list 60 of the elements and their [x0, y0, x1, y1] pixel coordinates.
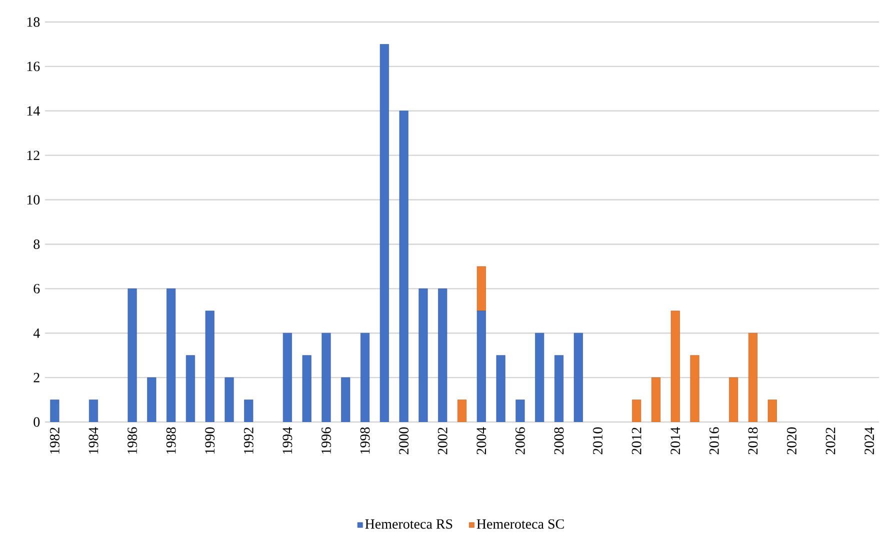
x-tick-label: 1988: [166, 427, 176, 454]
bar: [322, 332, 331, 422]
x-tick-label: 2024: [864, 427, 874, 454]
bar: [729, 377, 738, 422]
x-tick-label: 2014: [670, 427, 680, 454]
y-tick-label: 2: [34, 372, 40, 382]
x-tick-label: 2000: [399, 427, 409, 454]
bar: [147, 377, 156, 422]
y-tick-label: 8: [34, 239, 40, 249]
bar: [554, 355, 564, 422]
bar: [128, 288, 137, 422]
x-tick-label: 2016: [709, 427, 719, 454]
x-tick-label: 2008: [554, 427, 564, 454]
bar: [380, 44, 389, 422]
bar: [438, 288, 448, 422]
bar: [302, 355, 312, 422]
x-tick-label: 1994: [282, 427, 292, 454]
y-tick-label: 14: [27, 106, 40, 116]
bar: [574, 332, 583, 422]
bar: [282, 332, 292, 422]
x-tick-label: 1992: [244, 428, 254, 454]
bar: [360, 332, 370, 422]
bar: [399, 110, 408, 422]
bar: [670, 310, 680, 422]
y-tick-label: 0: [34, 417, 40, 427]
bar: [476, 310, 486, 422]
x-tick-label: 2006: [515, 427, 525, 454]
y-tick-label: 10: [27, 195, 40, 205]
bar: [341, 377, 350, 422]
x-tick-label: 1998: [360, 427, 370, 454]
y-tick-label: 12: [27, 150, 40, 160]
x-tick-label: 2004: [476, 427, 486, 454]
bar: [651, 377, 660, 422]
legend-label: Hemeroteca RS: [365, 519, 452, 529]
y-tick-label: 18: [27, 17, 40, 27]
x-tick-label: 2010: [593, 427, 603, 454]
bar: [224, 377, 234, 422]
x-tick-label: 2018: [748, 427, 758, 454]
x-tick-label: 1986: [128, 427, 138, 454]
bar: [535, 332, 544, 422]
bar: [418, 288, 428, 422]
bar: [748, 332, 758, 422]
bar: [205, 310, 214, 422]
y-tick-label: 4: [33, 328, 40, 338]
bar: [496, 355, 506, 422]
x-tick-label: 2002: [438, 428, 448, 454]
x-tick-label: 2020: [787, 427, 796, 454]
bar: [166, 288, 176, 422]
y-tick-label: 6: [34, 284, 40, 294]
x-tick-label: 2022: [826, 428, 836, 454]
x-tick-label: 1984: [88, 427, 98, 454]
x-tick-label: 1990: [205, 427, 215, 454]
bar: [476, 266, 486, 312]
x-tick-label: 2012: [632, 428, 642, 454]
x-tick-label: 1982: [50, 428, 60, 454]
bar: [690, 355, 700, 422]
x-tick-label: 1996: [322, 427, 331, 454]
legend-label: Hemeroteca SC: [476, 519, 564, 529]
bar: [186, 355, 195, 422]
y-tick-label: 16: [27, 62, 40, 72]
